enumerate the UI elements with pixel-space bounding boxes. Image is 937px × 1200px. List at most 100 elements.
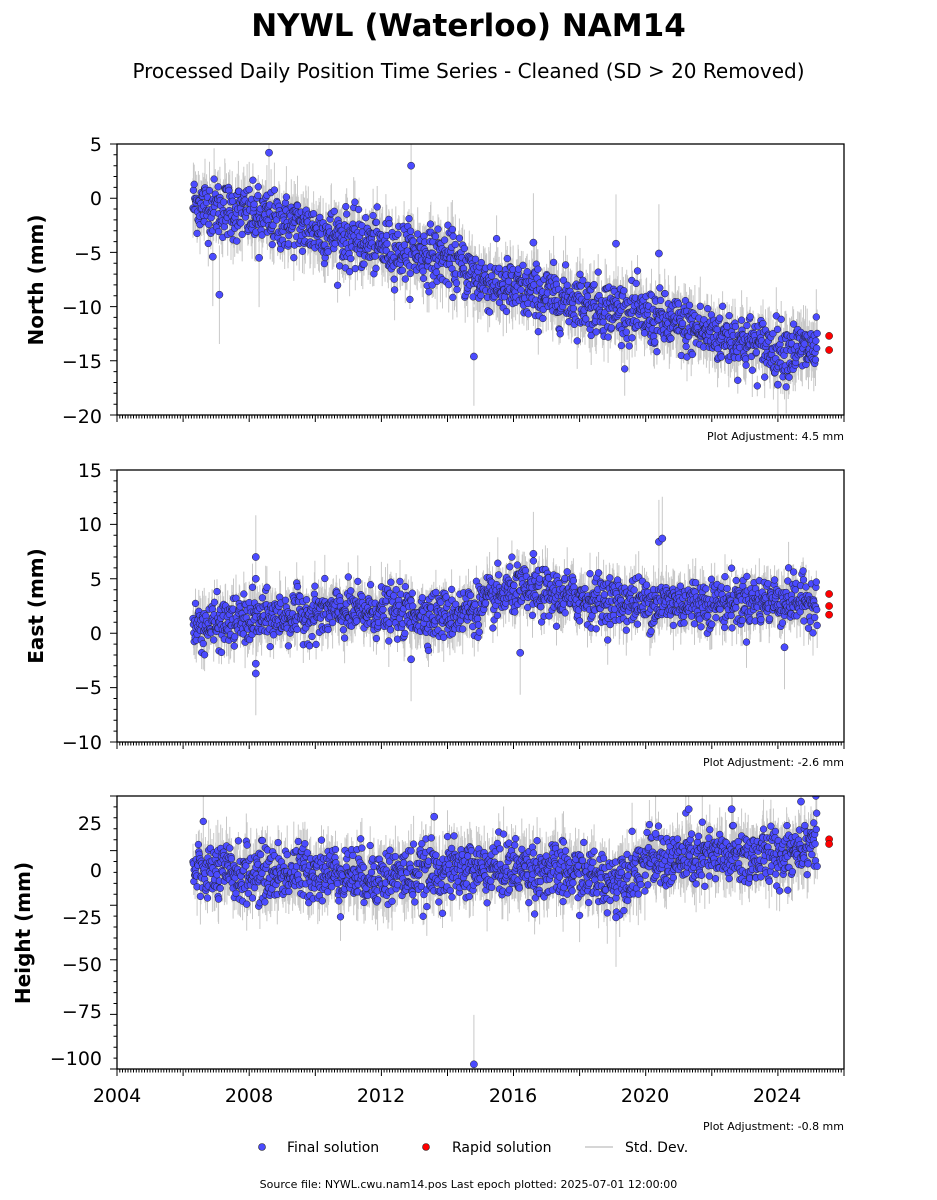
final-point: [226, 844, 234, 852]
final-point: [493, 611, 502, 620]
final-point: [352, 617, 361, 625]
final-point: [347, 587, 355, 595]
final-point: [495, 571, 503, 579]
final-point: [386, 626, 395, 634]
y-axis-ticks: [110, 795, 117, 1070]
final-point: [774, 380, 782, 389]
source-footer: Source file: NYWL.cwu.nam14.pos Last epo…: [260, 1178, 678, 1191]
final-point: [765, 877, 773, 885]
final-point: [653, 348, 661, 356]
final-point: [757, 615, 765, 624]
final-point: [305, 642, 314, 650]
final-point: [231, 633, 239, 641]
final-point: [432, 588, 440, 597]
final-point: [775, 887, 784, 895]
final-point: [705, 834, 713, 842]
final-point: [612, 913, 620, 922]
final-point: [349, 851, 357, 860]
final-point: [723, 584, 731, 593]
y-tick-label: 5: [90, 569, 102, 591]
y-tick-label: 5: [90, 134, 102, 156]
final-point: [753, 382, 761, 390]
final-point: [248, 583, 257, 591]
final-point: [804, 624, 813, 632]
final-point: [725, 874, 733, 883]
final-point: [285, 887, 293, 896]
final-point: [254, 183, 262, 191]
final-point: [752, 348, 761, 356]
final-point: [637, 880, 645, 889]
final-point: [220, 223, 229, 231]
final-point: [233, 237, 241, 245]
final-point: [624, 871, 632, 880]
final-point: [529, 557, 538, 565]
chart-subtitle: Processed Daily Position Time Series - C…: [132, 59, 804, 83]
final-point: [408, 589, 416, 597]
final-point: [489, 624, 497, 632]
final-point: [651, 338, 659, 346]
final-point: [788, 868, 797, 876]
final-point: [612, 239, 620, 248]
final-point: [667, 334, 675, 343]
final-point: [466, 591, 475, 599]
final-point: [742, 638, 751, 646]
final-point: [419, 274, 428, 283]
final-point: [435, 898, 443, 906]
final-point: [274, 838, 282, 847]
final-point: [385, 637, 393, 645]
final-point: [529, 849, 538, 857]
final-point: [477, 258, 485, 267]
final-point: [569, 304, 578, 313]
final-point: [771, 827, 780, 836]
final-point: [764, 580, 772, 588]
final-point: [812, 578, 820, 586]
final-point: [394, 230, 402, 238]
final-point: [669, 621, 678, 630]
final-point: [345, 268, 354, 276]
final-point: [426, 220, 435, 228]
final-point: [518, 845, 526, 853]
final-point: [765, 615, 774, 623]
final-point: [244, 889, 253, 898]
legend-final-marker: [258, 1143, 266, 1151]
final-point: [643, 828, 651, 837]
final-point: [258, 594, 267, 602]
final-point: [360, 260, 368, 268]
final-point: [748, 366, 756, 374]
final-point: [406, 269, 414, 278]
final-point: [452, 600, 460, 608]
final-point: [561, 574, 569, 583]
final-point: [440, 633, 448, 642]
final-point: [388, 897, 396, 905]
final-point: [813, 606, 821, 614]
final-point: [789, 320, 798, 328]
final-point: [251, 669, 260, 678]
final-point: [417, 882, 426, 891]
final-point: [534, 265, 542, 273]
final-point: [243, 900, 251, 908]
final-point: [251, 553, 260, 561]
final-point: [406, 295, 414, 304]
final-point: [213, 871, 221, 879]
final-point: [811, 356, 820, 364]
final-point: [685, 301, 694, 309]
final-point: [371, 252, 379, 260]
final-point: [549, 258, 558, 267]
final-point: [503, 254, 511, 263]
final-point: [293, 625, 301, 634]
final-point: [343, 210, 351, 218]
plot-adjustment-north: Plot Adjustment: 4.5 mm: [707, 430, 844, 443]
final-point: [190, 180, 198, 188]
final-point: [401, 275, 409, 283]
final-point: [656, 296, 665, 305]
final-point: [492, 234, 501, 243]
final-point: [213, 587, 221, 596]
final-point: [372, 264, 380, 272]
final-point: [647, 627, 655, 635]
final-point: [511, 834, 520, 843]
final-point: [770, 576, 779, 584]
final-point: [528, 611, 537, 619]
final-point: [633, 620, 642, 628]
final-point: [708, 620, 716, 628]
